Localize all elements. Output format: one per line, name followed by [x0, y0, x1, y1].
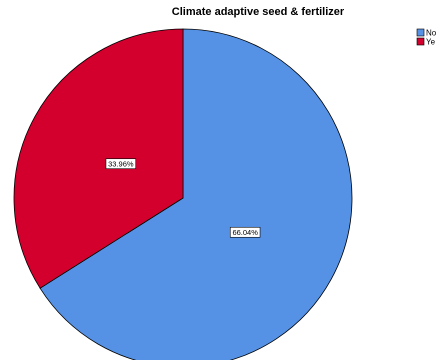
- pie-data-labels: 66.04% 33.96%: [105, 158, 261, 238]
- pie-slices: [13, 28, 353, 360]
- pie-slice-no: [39, 28, 353, 360]
- data-label-box: [105, 158, 137, 170]
- pie-slice-ye: [13, 28, 184, 289]
- legend-label-ye: Ye: [426, 38, 436, 47]
- data-label-box: [229, 226, 261, 238]
- data-label-no: 66.04%: [232, 228, 258, 237]
- chart-title: Climate adaptive seed & fertilizer: [172, 6, 345, 18]
- legend-swatch-no: [416, 28, 425, 37]
- data-label-ye: 33.96%: [108, 159, 134, 168]
- legend-swatch-ye: [416, 37, 425, 46]
- legend-label-no: No: [426, 29, 437, 38]
